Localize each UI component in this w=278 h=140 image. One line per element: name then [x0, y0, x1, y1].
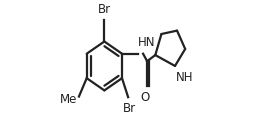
Text: Me: Me [59, 93, 77, 106]
Text: O: O [140, 91, 150, 104]
Text: HN: HN [138, 36, 156, 49]
Text: Br: Br [123, 102, 136, 115]
Text: NH: NH [175, 71, 193, 84]
Text: Br: Br [98, 3, 111, 16]
